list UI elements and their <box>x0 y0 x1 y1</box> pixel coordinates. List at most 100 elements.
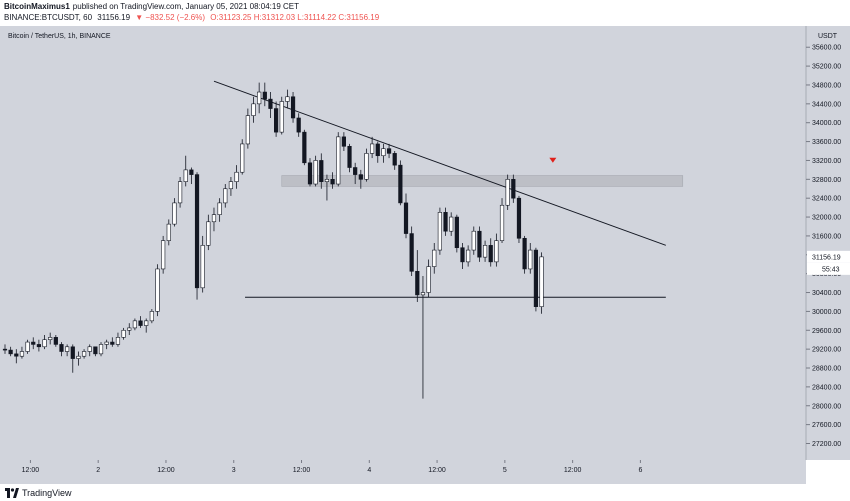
x-tick-label: 5 <box>503 467 507 474</box>
y-tick-label: 27600.00 <box>812 422 841 429</box>
candle-down <box>31 341 36 345</box>
candle-down <box>8 349 13 355</box>
symbol-label: BINANCE:BTCUSDT, 60 <box>4 13 93 22</box>
y-tick-label: 33600.00 <box>812 139 841 146</box>
candle-up <box>449 216 454 232</box>
x-tick-label: 12:00 <box>22 467 40 474</box>
candle-up <box>381 148 386 157</box>
candle-down <box>302 131 307 164</box>
candle-down <box>454 216 459 249</box>
candle-up <box>279 101 284 133</box>
candle-up <box>257 91 262 105</box>
candle-up <box>155 268 160 312</box>
candle-down <box>347 145 352 168</box>
candle-up <box>420 292 426 296</box>
countdown-label-background <box>807 262 850 275</box>
x-tick-label: 12:00 <box>564 467 582 474</box>
x-tick-label: 4 <box>367 467 371 474</box>
candle-down <box>262 91 267 100</box>
y-tick-label: 27200.00 <box>812 441 841 448</box>
candle-down <box>341 136 346 147</box>
candle-up <box>144 320 149 326</box>
candle-up <box>19 351 25 357</box>
candle-up <box>98 344 104 355</box>
tradingview-logo-icon <box>5 487 19 498</box>
candle-up <box>364 153 369 180</box>
candle-up <box>466 249 471 263</box>
candle-down <box>290 96 296 119</box>
candle-up <box>426 266 431 293</box>
candle-up <box>206 221 211 246</box>
brand-name: TradingView <box>22 487 72 498</box>
candle-up <box>336 136 341 185</box>
candle-up <box>65 346 70 352</box>
y-tick-label: 35200.00 <box>812 64 841 71</box>
candle-down <box>460 247 465 263</box>
tradingview-logo[interactable]: TradingView <box>5 486 72 499</box>
candle-up <box>223 188 228 204</box>
candle-up <box>437 212 442 251</box>
candle-down <box>443 212 448 232</box>
candle-up <box>115 337 121 345</box>
x-tick-label: 2 <box>96 467 100 474</box>
candle-up <box>87 346 92 352</box>
y-tick-label: 32800.00 <box>812 177 841 184</box>
published-info: published on TradingView.com, January 05… <box>72 2 300 11</box>
price-axis-background <box>806 26 850 460</box>
candle-up <box>172 202 177 225</box>
y-tick-label: 29200.00 <box>812 347 841 354</box>
candle-up <box>104 341 109 345</box>
candle-down <box>189 169 194 175</box>
candle-down <box>53 337 58 345</box>
candle-down <box>2 348 8 351</box>
countdown-label: 55:43 <box>822 266 840 273</box>
ohlc-values: O:31123.25 H:31312.03 L:31114.22 C:31156… <box>210 13 380 22</box>
time-axis: 12:00 2 12:00 3 12:00 4 12:00 5 12:00 6 <box>22 460 642 474</box>
candle-down <box>268 98 273 109</box>
candlestick-chart[interactable]: Bitcoin / TetherUS, 1h, BINANCE USDT 356… <box>0 26 850 484</box>
candle-up <box>48 337 53 341</box>
candle-down <box>274 108 279 133</box>
chart-title: Bitcoin / TetherUS, 1h, BINANCE <box>8 33 111 40</box>
candle-up <box>177 181 183 204</box>
candle-up <box>234 171 239 182</box>
candle-up <box>370 143 375 154</box>
candle-up <box>528 249 533 270</box>
candle-up <box>539 256 544 307</box>
candle-up <box>25 341 30 352</box>
candle-down <box>392 153 397 166</box>
candle-down <box>522 237 527 270</box>
candle-up <box>121 329 126 338</box>
candle-up <box>245 115 250 145</box>
candle-up <box>76 355 81 359</box>
y-tick-label: 35600.00 <box>812 45 841 52</box>
candle-down <box>194 174 200 289</box>
candle-up <box>251 103 256 116</box>
candle-down <box>516 197 522 239</box>
candle-up <box>161 240 166 270</box>
author-name[interactable]: BitcoinMaximus1 <box>4 2 70 11</box>
candle-down <box>477 230 482 258</box>
symbol-line: BINANCE:BTCUSDT, 60 31156.19 ▼ −832.52 (… <box>4 12 382 24</box>
y-tick-label: 34000.00 <box>812 120 841 127</box>
candle-up <box>285 96 290 102</box>
candle-down <box>93 346 98 355</box>
candle-up <box>432 249 437 267</box>
chart-container[interactable]: Bitcoin / TetherUS, 1h, BINANCE USDT 356… <box>0 26 850 484</box>
candle-down <box>319 160 324 182</box>
descending-trendline <box>213 80 666 246</box>
candle-up <box>166 223 171 241</box>
y-tick-label: 28800.00 <box>812 366 841 373</box>
y-tick-label: 30000.00 <box>812 309 841 316</box>
candle-up <box>505 179 510 206</box>
candle-down <box>36 344 41 348</box>
candle-up <box>240 143 245 173</box>
x-tick-label: 6 <box>638 467 642 474</box>
candle-down <box>488 245 493 263</box>
candle-up <box>313 160 318 185</box>
candle-up <box>42 339 47 348</box>
candle-down <box>533 249 539 307</box>
y-tick-label: 33200.00 <box>812 158 841 165</box>
candle-up <box>499 204 505 241</box>
candles <box>2 82 544 399</box>
